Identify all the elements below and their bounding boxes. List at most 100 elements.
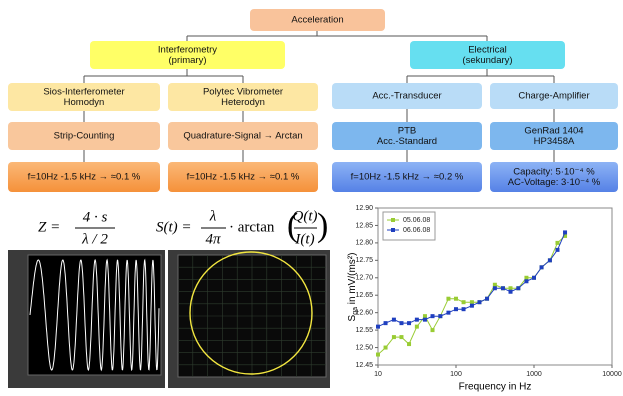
- node-label: Strip-Counting: [54, 131, 115, 142]
- data-point: [384, 321, 388, 325]
- data-point: [509, 286, 513, 290]
- data-point: [532, 276, 536, 280]
- node-label: Acc.-Standard: [377, 136, 437, 147]
- node-label: GenRad 1404: [524, 125, 583, 136]
- page: {"diagram": {"boxes": [ {"lines": ["Acce…: [0, 0, 623, 396]
- data-point: [477, 300, 481, 304]
- data-point: [555, 241, 559, 245]
- data-point: [384, 346, 388, 350]
- y-tick-label: 12.80: [355, 240, 373, 247]
- formula-denominator: λ / 2: [81, 231, 108, 247]
- scope-2: [168, 250, 330, 388]
- data-point: [548, 258, 552, 262]
- data-point: [431, 328, 435, 332]
- data-point: [540, 265, 544, 269]
- chart: 12.45 12.50 12.55 12.60 12.65 12.70 12.75 12.80…: [355, 205, 621, 378]
- data-point: [524, 276, 528, 280]
- formula-denominator: I(t): [294, 231, 314, 247]
- node-label: HP3458A: [534, 136, 575, 147]
- data-point: [446, 311, 450, 315]
- node-label: Charge-Amplifier: [518, 91, 589, 102]
- diagram-node: Quadrature-Signal → Arctan: [168, 122, 318, 150]
- data-point: [555, 248, 559, 252]
- node-label: Capacity: 5·10⁻⁴ %: [513, 166, 595, 177]
- formula-numerator: λ: [209, 208, 217, 224]
- data-point: [462, 300, 466, 304]
- data-point: [407, 321, 411, 325]
- data-point: [509, 290, 513, 294]
- diagram-node: Interferometry(primary): [90, 41, 285, 69]
- legend-label: 05.06.08: [403, 217, 430, 224]
- node-label: f=10Hz -1.5 kHz → ≈0.1 %: [28, 172, 141, 183]
- node-label: Quadrature-Signal → Arctan: [183, 131, 302, 142]
- data-point: [454, 307, 458, 311]
- data-point: [415, 318, 419, 322]
- data-point: [376, 325, 380, 329]
- data-point: [485, 297, 489, 301]
- data-point: [516, 286, 520, 290]
- data-point: [423, 318, 427, 322]
- node-label: Acc.-Transducer: [372, 91, 441, 102]
- formula-1: Z = 4 · s λ / 2: [38, 209, 115, 247]
- data-point: [407, 342, 411, 346]
- node-label: Electrical: [468, 44, 507, 55]
- y-tick-label: 12.65: [355, 292, 373, 299]
- diagram-node: f=10Hz -1.5 kHz → ≈0.1 %: [8, 162, 160, 192]
- data-point: [431, 314, 435, 318]
- node-label: Acceleration: [291, 15, 343, 26]
- connector: [187, 31, 487, 41]
- node-label: Interferometry: [158, 44, 217, 55]
- data-point: [501, 286, 505, 290]
- data-point: [563, 230, 567, 234]
- node-label: f=10Hz -1.5 kHz → ≈0.1 %: [187, 172, 300, 183]
- formula-denominator: 4π: [205, 231, 221, 247]
- figure: Z = 4 · s λ / 2 S(t) = λ 4π · arctan ( Q…: [0, 0, 623, 396]
- diagram-node: Acc.-Transducer: [332, 83, 482, 109]
- data-point: [392, 318, 396, 322]
- node-label: f=10Hz -1.5 kHz → ≈0.2 %: [351, 172, 464, 183]
- legend-label: 06.06.08: [403, 227, 430, 234]
- data-point: [423, 314, 427, 318]
- data-point: [462, 307, 466, 311]
- diagram-node: Electrical(sekundary): [410, 41, 565, 69]
- formula-lhs: S(t) =: [156, 219, 192, 235]
- data-point: [392, 335, 396, 339]
- node-label: Heterodyn: [221, 97, 265, 108]
- formula-lhs: Z =: [38, 219, 60, 235]
- y-tick-label: 12.75: [355, 257, 373, 264]
- node-label: (sekundary): [462, 55, 512, 66]
- y-tick-label: 12.85: [355, 222, 373, 229]
- node-label: Sios-Interferometer: [43, 86, 124, 97]
- formula-2: S(t) = λ 4π · arctan ( Q(t) I(t) ): [156, 207, 328, 248]
- diagram-node: Acceleration: [250, 9, 385, 31]
- diagram-node: Charge-Amplifier: [490, 83, 618, 109]
- data-point: [399, 335, 403, 339]
- y-tick-label: 12.45: [355, 362, 373, 369]
- data-point: [438, 314, 442, 318]
- y-tick-label: 12.70: [355, 275, 373, 282]
- node-label: (primary): [169, 55, 207, 66]
- diagram-node: Strip-Counting: [8, 122, 160, 150]
- scope-1: [8, 250, 165, 388]
- node-label: PTB: [398, 125, 416, 136]
- y-tick-label: 12.55: [355, 327, 373, 334]
- legend-marker: [391, 218, 395, 222]
- data-point: [493, 286, 497, 290]
- data-point: [446, 297, 450, 301]
- formula-numerator: Q(t): [293, 208, 318, 224]
- data-point: [376, 353, 380, 357]
- x-tick-label: 10000: [602, 371, 622, 378]
- data-point: [399, 321, 403, 325]
- data-point: [493, 283, 497, 287]
- y-tick-label: 12.60: [355, 310, 373, 317]
- node-label: Polytec Vibrometer: [203, 86, 283, 97]
- y-tick-label: 12.50: [355, 344, 373, 351]
- diagram-node: PTBAcc.-Standard: [332, 122, 482, 150]
- formula-middle: · arctan: [229, 219, 275, 235]
- x-tick-label: 10: [374, 371, 382, 378]
- paren: ): [317, 207, 328, 244]
- data-point: [454, 297, 458, 301]
